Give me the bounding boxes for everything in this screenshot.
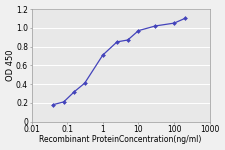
X-axis label: Recombinant ProteinConcentration(ng/ml): Recombinant ProteinConcentration(ng/ml) [39, 135, 202, 144]
Y-axis label: OD 450: OD 450 [6, 50, 15, 81]
